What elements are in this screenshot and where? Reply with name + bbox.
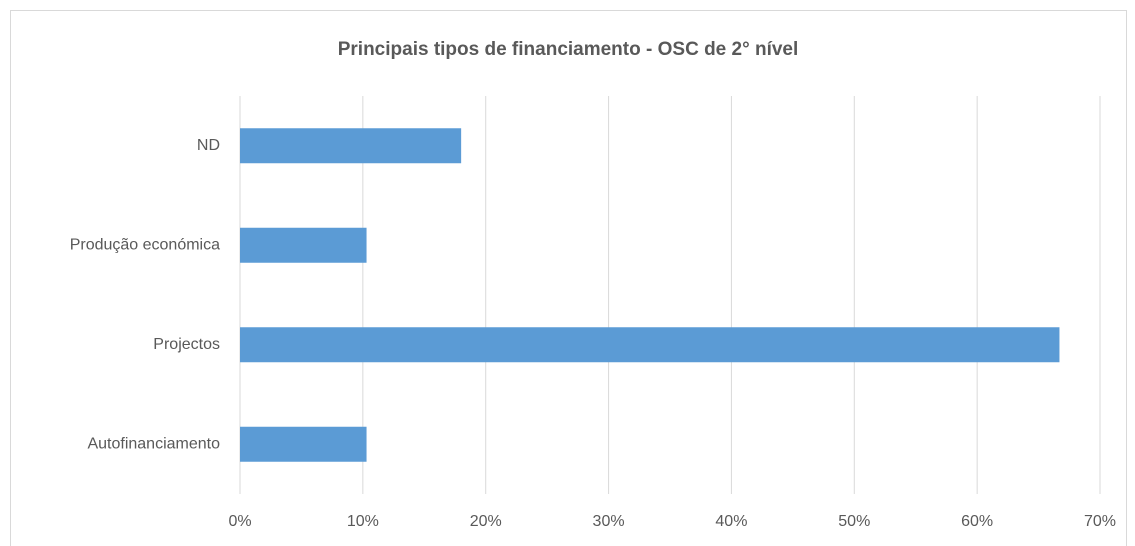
- bar: [240, 327, 1060, 363]
- x-tick-label: 60%: [961, 513, 993, 530]
- x-tick-label: 0%: [228, 513, 251, 530]
- x-tick-label: 70%: [1084, 513, 1116, 530]
- y-tick-label: Produção económica: [70, 236, 220, 253]
- y-tick-label: ND: [197, 137, 220, 154]
- bar: [240, 227, 367, 263]
- bar: [240, 128, 462, 164]
- y-tick-label: Autofinanciamento: [87, 435, 220, 452]
- x-tick-label: 10%: [347, 513, 379, 530]
- bar: [240, 426, 367, 462]
- x-tick-label: 50%: [838, 513, 870, 530]
- y-tick-label: Projectos: [153, 336, 220, 353]
- x-tick-label: 20%: [470, 513, 502, 530]
- chart-title: Principais tipos de financiamento - OSC …: [338, 39, 799, 60]
- x-tick-label: 30%: [593, 513, 625, 530]
- chart-border: [10, 10, 1127, 546]
- x-tick-label: 40%: [715, 513, 747, 530]
